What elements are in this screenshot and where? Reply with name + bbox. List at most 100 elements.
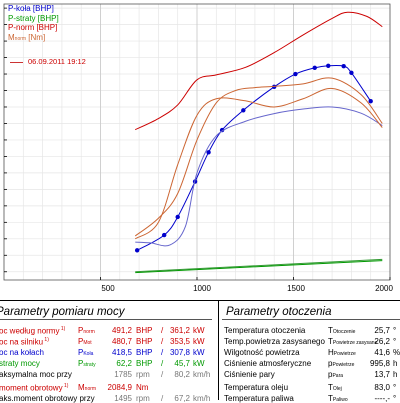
series-line (135, 258, 383, 273)
env-row-label: Wilgotność powietrza (224, 348, 300, 357)
power-row-label: moment obrotowy 1) (0, 383, 69, 393)
measurement-date: 06.09.2011 19:12 (28, 57, 86, 66)
env-row-label: Ciśnienie atmosferyczne (224, 359, 312, 368)
chart-svg (3, 3, 391, 281)
env-row-label: Ciśnienie pary (224, 370, 275, 379)
power-row-unit-2: kW (193, 326, 205, 335)
power-row-value-2: 67,2 (174, 394, 190, 403)
env-row-unit: ° (393, 394, 397, 403)
symbol-subscript: Para (332, 373, 344, 379)
env-row-value: 41,6 (374, 348, 390, 357)
footnote-marker: 1) (43, 337, 49, 343)
data-point (293, 71, 298, 77)
env-row-label: Temperatura paliwa (224, 394, 294, 403)
data-point (312, 65, 317, 71)
power-row-unit-2: kW (193, 348, 205, 357)
x-tick-label: 1500 (287, 284, 305, 293)
section-divider-horizontal (0, 300, 400, 301)
chart-series-layer (134, 11, 383, 274)
power-row-separator: / (161, 394, 164, 403)
power-row-unit-2: kW (193, 337, 205, 346)
env-row-value: 995,8 (369, 359, 390, 368)
power-row-symbol: Pnorm (78, 326, 95, 335)
env-row-value: 13,7 (374, 370, 390, 379)
power-row-separator: / (161, 326, 164, 335)
data-point (134, 248, 140, 253)
chart-grid (3, 4, 391, 280)
power-row-unit-1: BHP (136, 348, 153, 357)
power-row-value-2: 361,2 (169, 326, 190, 335)
power-row-label: aksymalna moc przy (0, 370, 72, 379)
symbol-subscript: Otoczenie (332, 329, 356, 335)
env-row-value: 25,7 (374, 326, 390, 335)
legend-date-line (10, 62, 23, 63)
env-row-unit: ° (393, 337, 397, 346)
power-row-value-1: 1495 (114, 394, 132, 403)
power-row-symbol: Mnorm (78, 383, 97, 392)
power-row-value-2: 307,8 (169, 348, 190, 357)
legend-entry-p-straty: P-straty [BHP] (8, 13, 59, 23)
env-row-label: Temp.powietrza zasysanego (224, 337, 325, 346)
x-tick-label: 2000 (375, 284, 393, 293)
x-tick-label: 1000 (193, 284, 211, 293)
symbol-subscript: Koła (83, 351, 94, 357)
env-row-symbol: TOlej (328, 383, 342, 392)
series-line (134, 77, 383, 237)
env-row-unit: h (393, 370, 398, 379)
env-row-symbol: TPowietrze zasysane (328, 337, 378, 346)
symbol-subscript: Powietrze (332, 362, 355, 368)
power-row-value-1: 491,2 (111, 326, 132, 335)
power-row-value-2: 45,7 (174, 359, 190, 368)
env-row-value: 26,2 (374, 337, 390, 346)
power-row-unit-1: BHP (136, 337, 153, 346)
env-row-symbol: HPowietrze (328, 348, 356, 357)
symbol-subscript: Mot (83, 340, 92, 346)
env-row-unit: ° (393, 326, 397, 335)
power-row-unit-2: km/h (193, 370, 211, 379)
series-line (135, 260, 383, 274)
power-params-title: Parametry pomiaru mocy (0, 306, 125, 318)
power-row-value-1: 480,7 (111, 337, 132, 346)
footnote-marker: 1) (62, 383, 69, 389)
symbol-subscript: Olej (332, 386, 342, 392)
power-row-label: oc na silniku 1) (0, 337, 49, 347)
env-row-unit: h (393, 359, 398, 368)
power-row-separator: / (161, 359, 164, 368)
environment-params-title: Parametry otoczenia (226, 306, 332, 318)
power-row-unit-1: rpm (136, 370, 150, 379)
power-row-value-1: 418,5 (111, 348, 132, 357)
power-row-symbol: Pstraty (78, 359, 96, 368)
chart-axes (3, 3, 391, 281)
power-row-value-1: 1785 (114, 370, 132, 379)
power-row-unit-1: rpm (136, 394, 150, 403)
symbol-subscript: straty (83, 362, 96, 368)
data-point (349, 70, 354, 75)
power-row-label: straty mocy (0, 359, 40, 368)
env-row-value: 83,0 (374, 383, 390, 392)
legend-entry-p-norm: P-norm [BHP] (8, 23, 58, 32)
env-row-symbol: pPowietrze (328, 359, 355, 368)
legend-m-unit: [Nm] (26, 32, 46, 42)
data-point (161, 232, 167, 238)
power-row-separator: / (161, 348, 164, 357)
env-row-symbol: TOtoczenie (328, 326, 356, 335)
legend-entry-m-norm: Mnorm [Nm] (8, 33, 59, 45)
footnote-marker: 1) (59, 326, 66, 332)
power-row-symbol: PKoła (78, 348, 94, 357)
data-point (368, 99, 373, 104)
power-row-value-1: 62,2 (116, 359, 132, 368)
environment-params-underline (222, 319, 400, 320)
power-row-value-1: 2084,9 (107, 383, 132, 392)
data-point (206, 150, 211, 155)
data-point (175, 214, 180, 220)
power-row-label: aks.moment obrotowy przy (0, 394, 95, 403)
data-point (326, 63, 331, 68)
data-point (241, 108, 246, 113)
power-row-separator: / (161, 370, 164, 379)
legend-m-symbol: M (8, 32, 15, 42)
section-divider-vertical (218, 300, 219, 400)
power-row-value-2: 80,2 (174, 370, 190, 379)
power-params-underline (0, 319, 212, 320)
symbol-subscript: norm (84, 386, 97, 392)
symbol-subscript: Powietrze zasysane (332, 340, 378, 346)
